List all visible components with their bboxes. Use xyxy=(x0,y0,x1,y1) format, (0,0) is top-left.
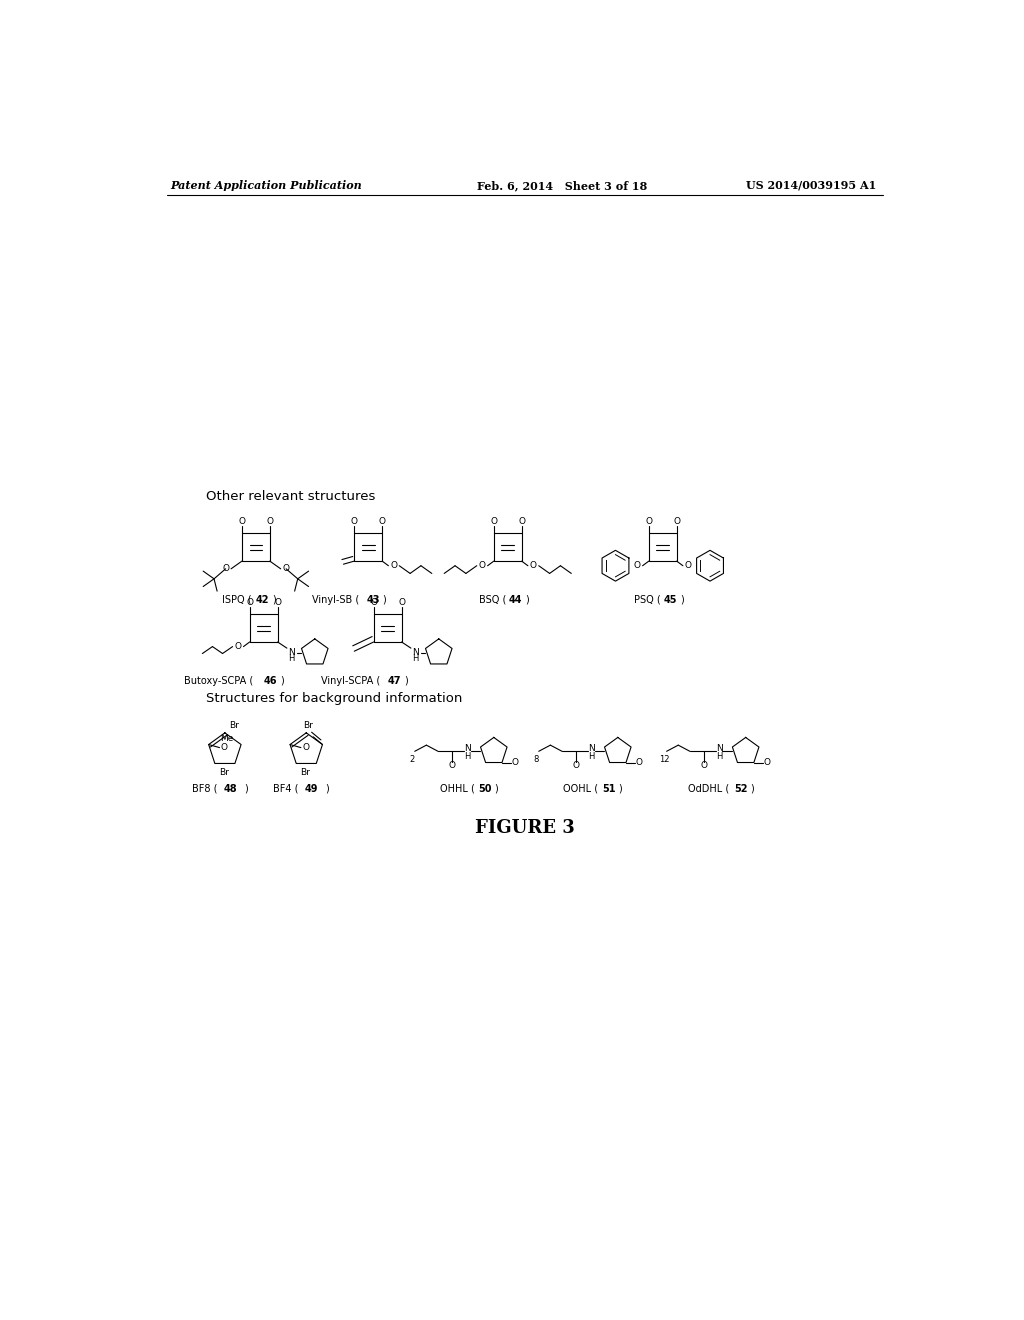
Text: 47: 47 xyxy=(388,676,401,686)
Text: 48: 48 xyxy=(223,784,238,793)
Text: 50: 50 xyxy=(478,784,492,793)
Text: O: O xyxy=(764,758,770,767)
Text: N: N xyxy=(716,743,723,752)
Text: O: O xyxy=(673,517,680,527)
Text: H: H xyxy=(289,655,295,664)
Text: O: O xyxy=(234,642,242,651)
Text: O: O xyxy=(222,565,229,573)
Text: ): ) xyxy=(751,784,754,793)
Text: O: O xyxy=(239,517,246,527)
Text: ): ) xyxy=(494,784,498,793)
Text: O: O xyxy=(246,598,253,607)
Text: ISPQ (: ISPQ ( xyxy=(222,595,252,605)
Text: O: O xyxy=(634,561,641,570)
Text: O: O xyxy=(220,743,227,752)
Text: Br: Br xyxy=(303,721,312,730)
Text: 42: 42 xyxy=(256,595,269,605)
Text: O: O xyxy=(478,561,485,570)
Text: Me: Me xyxy=(220,734,233,743)
Text: H: H xyxy=(588,752,595,762)
Text: O: O xyxy=(266,517,273,527)
Text: Vinyl-SCPA (: Vinyl-SCPA ( xyxy=(322,676,381,686)
Text: O: O xyxy=(700,762,708,771)
Text: OHHL (: OHHL ( xyxy=(439,784,474,793)
Text: FIGURE 3: FIGURE 3 xyxy=(475,820,574,837)
Text: 51: 51 xyxy=(602,784,616,793)
Text: O: O xyxy=(449,762,456,771)
Text: N: N xyxy=(288,648,295,657)
Text: O: O xyxy=(370,598,377,607)
Text: O: O xyxy=(390,561,397,570)
Text: Br: Br xyxy=(219,768,228,777)
Text: 52: 52 xyxy=(734,784,748,793)
Text: ): ) xyxy=(272,595,275,605)
Text: 45: 45 xyxy=(664,595,677,605)
Text: BSQ (: BSQ ( xyxy=(479,595,506,605)
Text: O: O xyxy=(398,598,406,607)
Text: ): ) xyxy=(680,595,684,605)
Text: Feb. 6, 2014   Sheet 3 of 18: Feb. 6, 2014 Sheet 3 of 18 xyxy=(477,180,647,191)
Text: O: O xyxy=(512,758,519,767)
Text: O: O xyxy=(636,758,643,767)
Text: OdDHL (: OdDHL ( xyxy=(688,784,729,793)
Text: 49: 49 xyxy=(305,784,318,793)
Text: N: N xyxy=(464,743,471,752)
Text: ): ) xyxy=(617,784,622,793)
Text: ): ) xyxy=(524,595,528,605)
Text: Br: Br xyxy=(300,768,310,777)
Text: ): ) xyxy=(280,676,284,686)
Text: O: O xyxy=(379,517,386,527)
Text: H: H xyxy=(413,655,419,664)
Text: ): ) xyxy=(245,784,248,793)
Text: O: O xyxy=(685,561,692,570)
Text: O: O xyxy=(351,517,357,527)
Text: Other relevant structures: Other relevant structures xyxy=(206,490,375,503)
Text: Structures for background information: Structures for background information xyxy=(206,692,462,705)
Text: O: O xyxy=(283,565,290,573)
Text: O: O xyxy=(572,762,580,771)
Text: N: N xyxy=(412,648,419,657)
Text: O: O xyxy=(518,517,525,527)
Text: US 2014/0039195 A1: US 2014/0039195 A1 xyxy=(745,180,876,191)
Text: 2: 2 xyxy=(410,755,415,763)
Text: BF8 (: BF8 ( xyxy=(191,784,217,793)
Text: O: O xyxy=(529,561,537,570)
Text: ): ) xyxy=(382,595,386,605)
Text: 12: 12 xyxy=(659,755,670,763)
Text: OOHL (: OOHL ( xyxy=(563,784,598,793)
Text: ): ) xyxy=(326,784,330,793)
Text: Patent Application Publication: Patent Application Publication xyxy=(171,180,362,191)
Text: Vinyl-SB (: Vinyl-SB ( xyxy=(311,595,359,605)
Text: H: H xyxy=(464,752,471,762)
Text: H: H xyxy=(716,752,723,762)
Text: N: N xyxy=(588,743,595,752)
Text: PSQ (: PSQ ( xyxy=(635,595,662,605)
Text: O: O xyxy=(645,517,652,527)
Text: 43: 43 xyxy=(367,595,380,605)
Text: Butoxy-SCPA (: Butoxy-SCPA ( xyxy=(184,676,254,686)
Text: 8: 8 xyxy=(534,755,539,763)
Text: 44: 44 xyxy=(509,595,522,605)
Text: BF4 (: BF4 ( xyxy=(273,784,299,793)
Text: O: O xyxy=(302,743,309,752)
Text: O: O xyxy=(274,598,281,607)
Text: Br: Br xyxy=(228,721,239,730)
Text: O: O xyxy=(490,517,498,527)
Text: ): ) xyxy=(403,676,408,686)
Text: 46: 46 xyxy=(264,676,278,686)
